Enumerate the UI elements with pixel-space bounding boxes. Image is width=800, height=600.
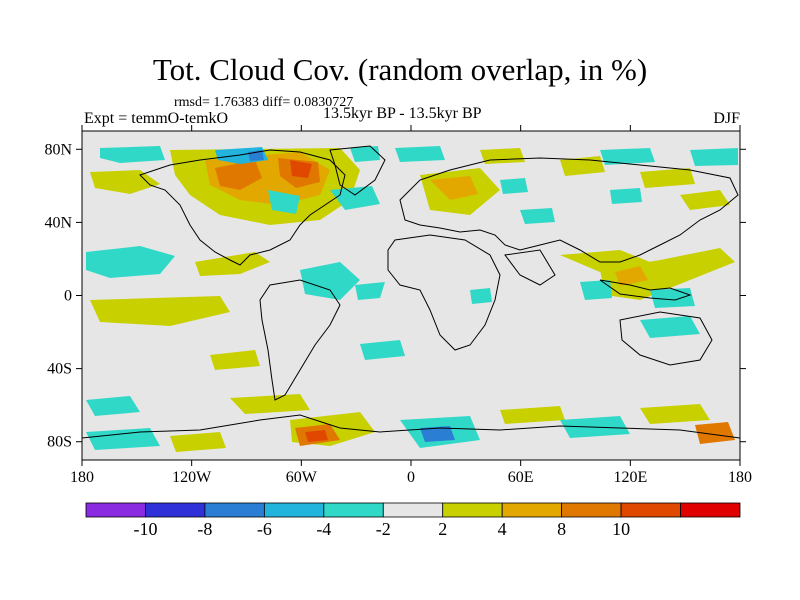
anomaly-patch: [90, 170, 160, 194]
anomaly-patch: [355, 282, 385, 300]
anomaly-patch: [170, 432, 226, 452]
anomaly-patch: [615, 266, 648, 286]
longitude-axis: 180 120W 60W 0 60E 120E 180: [70, 125, 752, 486]
colorbar-box: [263, 502, 325, 518]
lon-tick-label: 0: [407, 469, 415, 486]
colorbar-label: -4: [316, 519, 331, 539]
anomaly-patch: [420, 426, 455, 442]
anomaly-patch: [600, 248, 735, 300]
anomaly-patch: [680, 190, 730, 210]
anomaly-patch: [268, 190, 300, 214]
anomaly-patch: [210, 350, 260, 370]
colorbar-box: [85, 502, 146, 518]
lat-tick-label: 0: [64, 288, 72, 305]
anomaly-patch: [560, 156, 605, 176]
lon-tick-label: 60E: [508, 469, 534, 486]
experiment-label: Expt = temmO-temkO: [84, 110, 229, 127]
lat-tick-label: 40N: [44, 214, 72, 231]
anomaly-patch: [395, 146, 445, 162]
anomaly-patch: [86, 246, 175, 278]
colorbar-label: 4: [498, 519, 507, 539]
colorbar-box: [145, 502, 206, 518]
colorbar-box: [323, 502, 384, 518]
colorbar-box: [501, 502, 563, 518]
anomaly-patch: [100, 146, 165, 163]
anomaly-patch: [690, 148, 738, 166]
season-label: DJF: [713, 110, 740, 127]
anomaly-patch: [500, 406, 565, 424]
anomaly-patch: [230, 394, 310, 414]
anomaly-patch: [640, 168, 695, 188]
anomaly-patch: [600, 148, 655, 165]
anomaly-patch: [580, 280, 612, 300]
anomaly-patch: [86, 396, 140, 416]
anomaly-patch: [500, 178, 528, 194]
anomaly-patch: [300, 262, 360, 300]
anomaly-patch: [695, 422, 735, 444]
colorbar-box: [680, 502, 741, 518]
lon-tick-label: 180: [70, 469, 94, 486]
lon-tick-label: 120W: [172, 469, 212, 486]
lat-tick-label: 40S: [47, 361, 72, 378]
lat-tick-label: 80S: [47, 434, 72, 451]
lat-tick-label: 80N: [44, 141, 72, 158]
anomaly-patch: [86, 428, 160, 450]
colorbar-label: -10: [133, 519, 157, 539]
anomaly-patch: [305, 430, 328, 442]
lon-tick-label: 60W: [286, 469, 318, 486]
anomaly-patch: [520, 208, 555, 224]
anomaly-patch: [330, 186, 380, 210]
lon-tick-label: 180: [728, 469, 752, 486]
anomaly-patch: [640, 316, 700, 338]
anomaly-patch: [610, 188, 642, 204]
colorbar-label: -2: [376, 519, 391, 539]
anomaly-patch: [350, 146, 380, 162]
colorbar-label: 10: [612, 519, 630, 539]
anomaly-patch: [430, 176, 478, 200]
stats-line: rmsd= 1.76383 diff= 0.0830727: [174, 95, 354, 110]
colorbar-label: 2: [438, 519, 447, 539]
colorbar-label: 8: [557, 519, 566, 539]
colorbar-box: [204, 502, 265, 518]
anomaly-patch: [640, 404, 710, 424]
figure-title: Tot. Cloud Cov. (random overlap, in %): [152, 52, 648, 87]
anomaly-patch: [360, 340, 405, 360]
anomaly-field: [86, 146, 738, 452]
anomaly-patch: [290, 160, 312, 178]
anomaly-patch: [90, 296, 230, 326]
colorbar-box: [561, 502, 622, 518]
coastlines: [82, 145, 740, 439]
anomaly-patch: [470, 288, 492, 304]
period-label: 13.5kyr BP - 13.5kyr BP: [323, 105, 482, 122]
lon-tick-label: 120E: [613, 469, 647, 486]
colorbar-box: [382, 502, 444, 518]
latitude-axis: 80N 40N 0 40S 80S: [44, 141, 746, 451]
colorbar-box: [620, 502, 681, 518]
colorbar-label: -6: [257, 519, 272, 539]
anomaly-patch: [215, 160, 262, 190]
colorbar-label: -8: [197, 519, 212, 539]
anomaly-patch: [650, 288, 695, 308]
colorbar: -10 -8 -6 -4 -2 2 4 8 10: [85, 502, 741, 539]
anomaly-patch: [195, 252, 270, 276]
anomaly-patch: [480, 148, 525, 164]
colorbar-box: [442, 502, 503, 518]
